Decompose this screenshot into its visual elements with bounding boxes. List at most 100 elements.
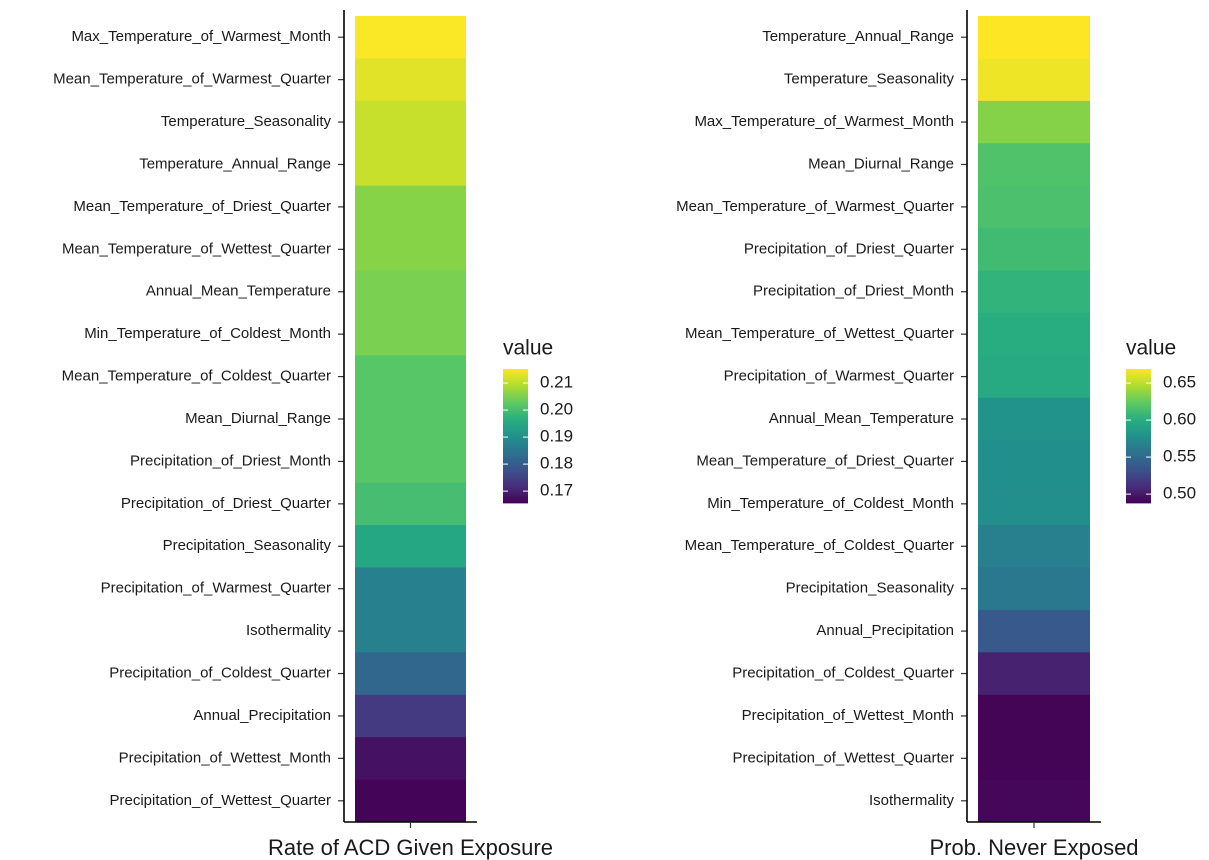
heat-tile [978,397,1090,441]
heat-tile [978,355,1090,399]
y-tick-label: Precipitation_of_Driest_Quarter [744,240,954,257]
heat-tile [978,228,1090,272]
heat-tile [978,16,1090,59]
colorbar-step [1126,438,1151,441]
y-tick-label: Precipitation_of_Wettest_Quarter [109,792,331,809]
colorbar-step [1126,431,1151,435]
colorbar-step [503,498,528,502]
heat-tile [355,185,466,229]
colorbar-step [503,406,528,410]
colorbar-step [1126,444,1151,448]
colorbar-tick-label: 0.55 [1163,447,1196,466]
colorbar-tick-label: 0.60 [1163,410,1196,429]
heat-tile [978,270,1090,314]
colorbar-step [1126,498,1151,502]
colorbar-step [1126,384,1151,388]
colorbar-step [1126,471,1151,475]
heat-tile [978,312,1090,356]
colorbar-step [503,447,528,450]
y-tick-label: Annual_Mean_Temperature [769,410,954,427]
heat-tile [355,779,466,823]
colorbar-step [1126,462,1151,466]
colorbar-tick-label: 0.18 [540,454,573,473]
colorbar-step [1126,404,1151,408]
colorbar-step [1126,440,1151,444]
colorbar-step [503,460,528,464]
heat-tile [978,694,1090,738]
colorbar-step [503,480,528,484]
heat-tile [355,100,466,144]
heat-tile [355,270,466,314]
colorbar-tick-label: 0.21 [540,373,573,392]
y-tick-label: Temperature_Annual_Range [139,155,331,172]
heat-tile [978,525,1090,568]
heat-tile [978,567,1090,611]
colorbar-tick-label: 0.65 [1163,373,1196,392]
colorbar-step [503,420,528,423]
colorbar-step [503,465,528,468]
colorbar-step [1126,418,1151,421]
colorbar-step [503,369,528,372]
y-tick-label: Precipitation_Seasonality [163,537,332,554]
colorbar-step [503,418,528,421]
y-tick-label: Annual_Precipitation [193,707,331,724]
colorbar-step [1126,465,1151,468]
colorbar-step [1126,380,1151,383]
y-tick-label: Mean_Diurnal_Range [808,155,954,172]
heat-tile [355,355,466,399]
colorbar-step [1126,420,1151,423]
colorbar-step [1126,453,1151,457]
colorbar-step [503,478,528,482]
y-tick-label: Precipitation_of_Driest_Month [130,452,331,469]
y-tick-label: Precipitation_of_Driest_Quarter [121,495,331,512]
colorbar-step [1126,460,1151,464]
y-tick-label: Precipitation_of_Warmest_Quarter [101,580,331,597]
heat-tile [978,58,1090,102]
colorbar-step [503,469,528,473]
colorbar-step [1126,411,1151,415]
y-tick-label: Precipitation_of_Wettest_Quarter [732,749,954,766]
colorbar-step [1126,393,1151,397]
colorbar-step [1126,469,1151,473]
colorbar-step [503,442,528,446]
y-tick-label: Mean_Temperature_of_Wettest_Quarter [685,325,954,342]
colorbar-step [1126,478,1151,482]
y-tick-label: Precipitation_Seasonality [786,580,955,597]
colorbar-step [1126,369,1151,372]
colorbar-step [1126,447,1151,450]
colorbar-step [503,471,528,475]
x-tick-label: Rate of ACD Given Exposure [268,835,553,860]
colorbar-step [1126,473,1151,477]
y-tick-label: Mean_Temperature_of_Coldest_Quarter [685,537,954,554]
colorbar-step [503,458,528,461]
heat-tile [355,16,466,59]
y-tick-label: Isothermality [869,792,955,809]
y-tick-label: Precipitation_of_Driest_Month [753,283,954,300]
heat-tile [355,652,466,696]
y-tick-label: Mean_Temperature_of_Warmest_Quarter [676,198,954,215]
colorbar-step [503,476,528,479]
colorbar-title: value [503,337,553,360]
heat-tile [978,609,1090,653]
heat-tile [355,312,466,356]
heat-tile [355,525,466,568]
colorbar-step [1126,476,1151,479]
colorbar-step [503,482,528,486]
heat-tile [978,482,1090,526]
y-tick-label: Mean_Diurnal_Range [185,410,331,427]
colorbar-step [1126,382,1151,386]
colorbar-step [1126,482,1151,486]
heat-tile [355,567,466,611]
colorbar-step [503,371,528,374]
colorbar-step [1126,442,1151,446]
colorbar-step [1126,489,1151,493]
y-tick-label: Annual_Mean_Temperature [146,283,331,300]
colorbar-step [1126,449,1151,453]
colorbar-step [503,491,528,495]
colorbar-step [503,413,528,417]
colorbar-step [1126,494,1151,497]
colorbar-step [1126,389,1151,392]
colorbar-step [1126,373,1151,377]
heat-tile [355,440,466,484]
